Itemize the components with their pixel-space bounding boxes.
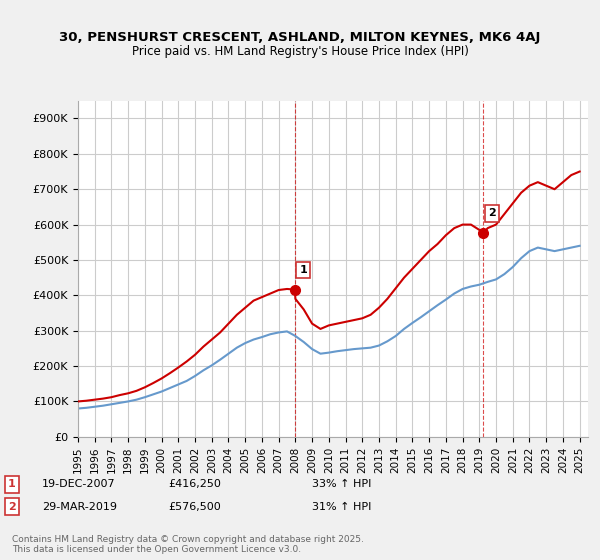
Text: 29-MAR-2019: 29-MAR-2019 xyxy=(42,502,117,512)
Text: £416,250: £416,250 xyxy=(168,479,221,489)
Text: 2: 2 xyxy=(488,208,496,218)
Text: 30, PENSHURST CRESCENT, ASHLAND, MILTON KEYNES, MK6 4AJ: 30, PENSHURST CRESCENT, ASHLAND, MILTON … xyxy=(59,31,541,44)
Text: 33% ↑ HPI: 33% ↑ HPI xyxy=(312,479,371,489)
Text: Contains HM Land Registry data © Crown copyright and database right 2025.
This d: Contains HM Land Registry data © Crown c… xyxy=(12,535,364,554)
Text: 2: 2 xyxy=(8,502,16,512)
Text: Price paid vs. HM Land Registry's House Price Index (HPI): Price paid vs. HM Land Registry's House … xyxy=(131,45,469,58)
Text: 31% ↑ HPI: 31% ↑ HPI xyxy=(312,502,371,512)
Text: 1: 1 xyxy=(299,265,307,275)
Text: 1: 1 xyxy=(8,479,16,489)
Text: 19-DEC-2007: 19-DEC-2007 xyxy=(42,479,116,489)
Text: £576,500: £576,500 xyxy=(168,502,221,512)
